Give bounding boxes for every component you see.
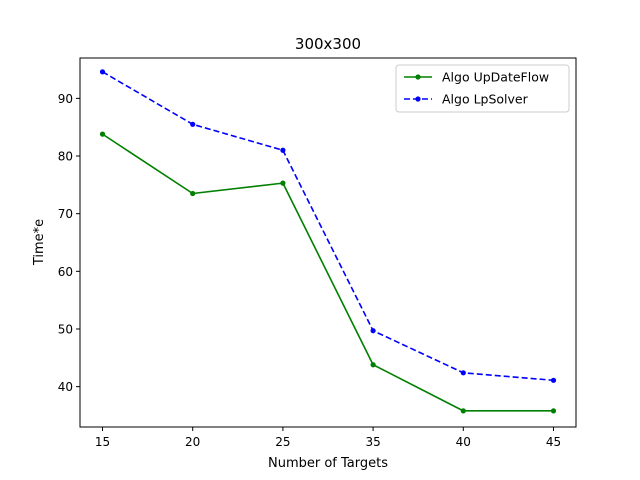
data-point (280, 147, 286, 153)
data-point (370, 328, 376, 334)
legend: Algo UpDateFlow Algo LpSolver (395, 64, 570, 113)
data-point (99, 131, 106, 137)
x-tick-label: 40 (456, 435, 471, 449)
y-tick-label: 50 (58, 322, 73, 336)
plot-series (99, 69, 557, 414)
y-tick-label: 60 (58, 265, 73, 279)
data-point (370, 362, 376, 368)
x-axis-ticks: 15 20 25 35 40 45 (95, 427, 561, 449)
legend-marker-0 (415, 74, 421, 80)
x-tick-label: 20 (185, 435, 200, 449)
x-tick-label: 45 (546, 435, 561, 449)
y-tick-label: 40 (58, 380, 73, 394)
data-point (190, 190, 196, 197)
x-axis-label: Number of Targets (268, 456, 388, 471)
x-tick-label: 15 (95, 435, 110, 449)
legend-label-0: Algo UpDateFlow (442, 70, 549, 85)
y-axis-ticks: 40 50 60 70 80 90 (58, 92, 80, 394)
x-tick-label: 35 (365, 435, 380, 449)
x-tick-label: 25 (275, 435, 290, 449)
series-line-0 (102, 133, 554, 412)
data-point (190, 121, 196, 127)
data-point (550, 408, 557, 414)
series-line-1 (102, 71, 554, 382)
data-point (550, 377, 557, 383)
y-axis-label: Time*e (32, 219, 47, 266)
data-point (280, 180, 286, 186)
data-point (99, 69, 106, 75)
y-tick-label: 90 (58, 92, 73, 106)
legend-label-1: Algo LpSolver (442, 92, 529, 107)
y-tick-label: 80 (58, 150, 73, 164)
legend-marker-1 (415, 96, 421, 102)
plot-area-frame (79, 57, 577, 428)
y-tick-label: 70 (58, 207, 73, 221)
data-point (460, 408, 466, 414)
data-point (460, 370, 466, 376)
legend-box (395, 64, 570, 113)
chart-title: 300x300 (295, 35, 361, 53)
